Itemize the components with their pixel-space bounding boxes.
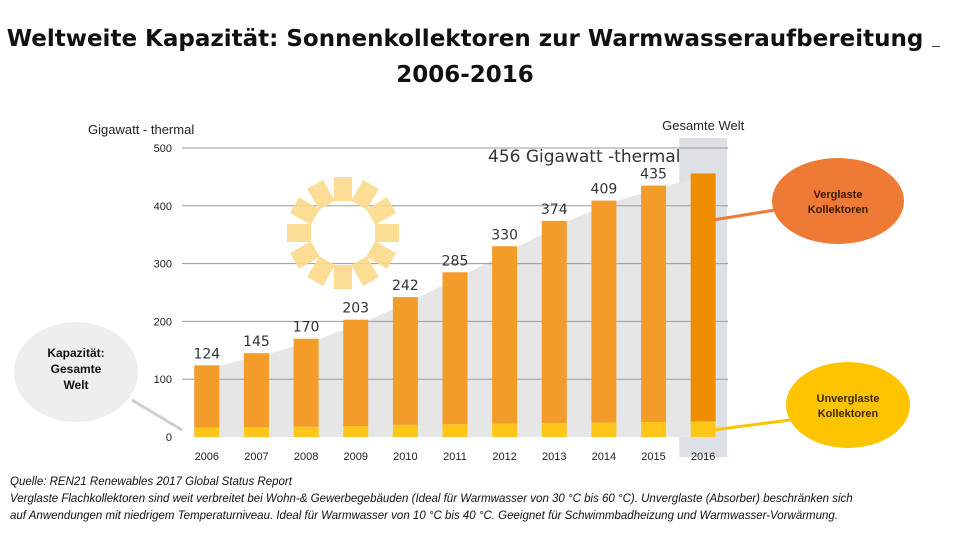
callout-pointer <box>712 208 776 222</box>
total-annotation: 456 Gigawatt -thermal <box>488 147 680 167</box>
bar-unglazed <box>194 427 220 437</box>
data-label-total: 145 <box>243 334 270 350</box>
x-tick-label: 2009 <box>343 451 367 463</box>
data-label-total: 242 <box>392 278 419 294</box>
bar-glazed <box>243 353 269 428</box>
footer-note-line-1: Verglaste Flachkollektoren sind weit ver… <box>10 493 853 505</box>
bar-glazed <box>492 246 518 424</box>
callout-pointer <box>712 418 791 432</box>
sun-ray <box>307 180 335 210</box>
y-tick-label: 100 <box>154 374 172 386</box>
x-tick-label: 2008 <box>294 451 318 463</box>
bar-unglazed <box>392 424 418 437</box>
data-label-total: 330 <box>491 227 518 243</box>
bar-unglazed <box>641 421 667 437</box>
bar-unglazed <box>591 422 617 437</box>
bar-unglazed <box>492 423 518 437</box>
bar-glazed <box>343 319 369 427</box>
chart-title-line-1: Weltweite Kapazität: Sonnenkollektoren z… <box>6 26 924 52</box>
callout-unglazed-text: Kollektoren <box>818 408 879 420</box>
bar-unglazed <box>293 426 319 437</box>
data-label-total: 409 <box>591 182 618 198</box>
corner-dash <box>932 46 940 47</box>
bar-unglazed <box>690 421 716 437</box>
data-label-total: 435 <box>640 167 667 183</box>
sun-ray <box>287 224 311 242</box>
callout-total-bubble <box>14 322 138 422</box>
y-tick-label: 400 <box>154 201 172 213</box>
footer-note-line-2: auf Anwendungen mit niedrigem Temperatur… <box>10 510 839 522</box>
x-tick-label: 2015 <box>641 451 665 463</box>
callout-pointer <box>131 398 183 432</box>
callout-unglazed-bubble <box>786 362 910 448</box>
footer-source: Quelle: REN21 Renewables 2017 Global Sta… <box>10 476 292 488</box>
callout-total-text: Welt <box>63 378 88 392</box>
bar-unglazed <box>243 427 269 437</box>
y-tick-label: 200 <box>154 316 172 328</box>
x-tick-label: 2010 <box>393 451 417 463</box>
y-axis-label: Gigawatt - thermal <box>88 122 194 137</box>
sun-ray <box>351 256 379 286</box>
bar-glazed <box>690 173 716 422</box>
sun-ray <box>334 177 352 201</box>
sun-ray <box>290 241 320 269</box>
callout-unglazed-text: Unverglaste <box>817 393 880 405</box>
data-label-total: 124 <box>193 346 220 362</box>
bar-glazed <box>442 272 468 425</box>
highlight-label: Gesamte Welt <box>662 118 745 133</box>
x-tick-label: 2006 <box>195 451 219 463</box>
x-tick-label: 2011 <box>443 451 467 463</box>
callout-glazed-text: Kollektoren <box>808 204 869 216</box>
bar-glazed <box>541 220 567 424</box>
data-label-total: 170 <box>293 320 320 336</box>
sun-ray <box>375 224 399 242</box>
callout-total-text: Gesamte <box>51 362 102 376</box>
y-tick-label: 500 <box>154 143 172 155</box>
sun-ray <box>351 180 379 210</box>
x-tick-label: 2013 <box>542 451 566 463</box>
chart-title-line-2: 2006-2016 <box>396 62 534 88</box>
y-tick-label: 300 <box>154 259 172 271</box>
sun-ray <box>334 265 352 289</box>
bar-unglazed <box>541 423 567 437</box>
data-label-total: 285 <box>442 253 469 269</box>
callout-glazed-bubble <box>772 158 904 244</box>
data-label-total: 203 <box>342 301 369 317</box>
bar-glazed <box>591 200 617 423</box>
bar-glazed <box>293 338 319 427</box>
x-tick-label: 2007 <box>244 451 268 463</box>
x-tick-label: 2016 <box>691 451 715 463</box>
bar-unglazed <box>343 426 369 437</box>
bar-glazed <box>392 297 418 425</box>
sun-ray <box>290 197 320 225</box>
bar-glazed <box>194 365 220 428</box>
callout-glazed-text: Verglaste <box>814 189 863 201</box>
data-label-total: 374 <box>541 202 568 218</box>
bar-glazed <box>641 185 667 422</box>
x-tick-label: 2014 <box>592 451 616 463</box>
sun-ray <box>307 256 335 286</box>
callout-total-text: Kapazität: <box>47 346 104 360</box>
sun-ray <box>366 197 396 225</box>
bar-unglazed <box>442 424 468 437</box>
sun-ray <box>366 241 396 269</box>
x-tick-label: 2012 <box>492 451 516 463</box>
y-tick-label: 0 <box>166 432 172 444</box>
